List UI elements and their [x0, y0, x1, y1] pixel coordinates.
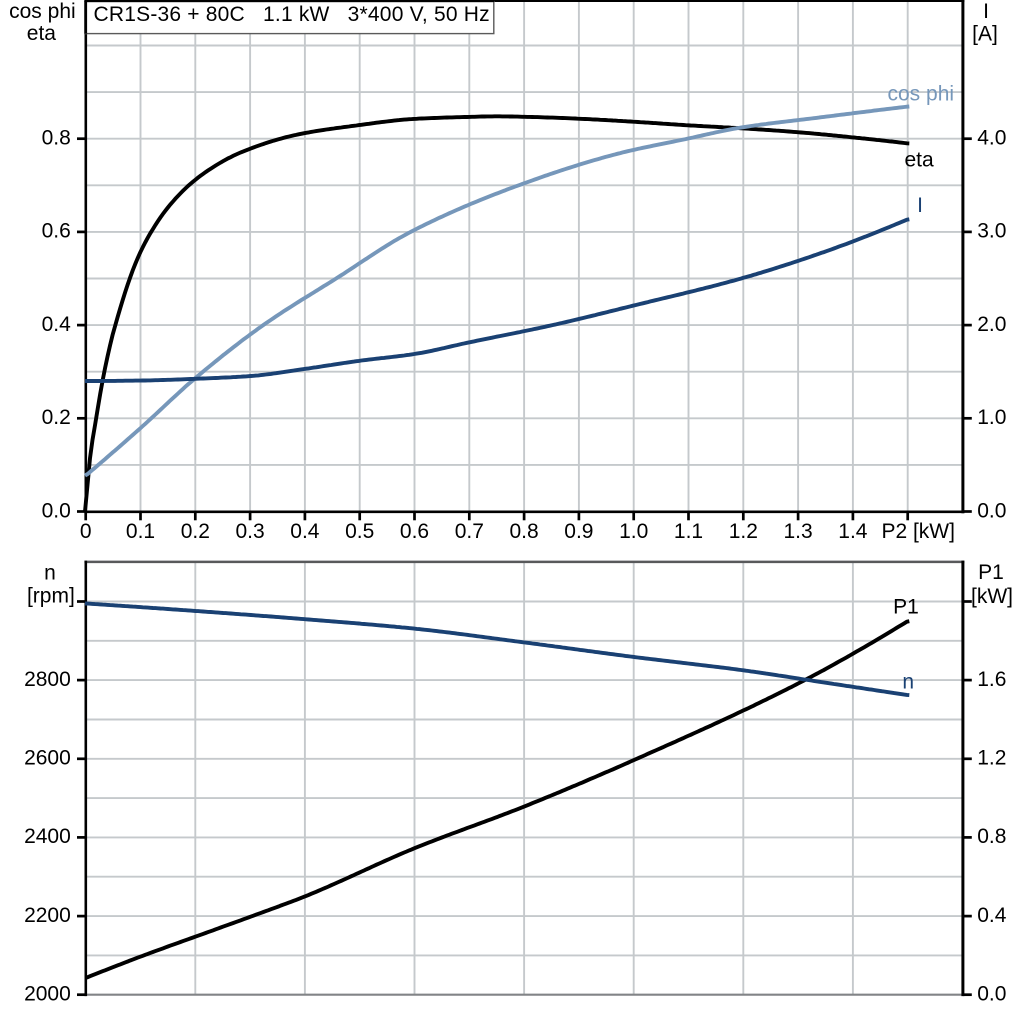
- svg-text:2400: 2400: [24, 825, 71, 848]
- svg-text:1.0: 1.0: [977, 406, 1006, 429]
- svg-text:1.4: 1.4: [838, 520, 868, 543]
- svg-text:1.6: 1.6: [977, 668, 1006, 691]
- svg-text:0.8: 0.8: [977, 825, 1006, 848]
- svg-text:0.0: 0.0: [977, 983, 1006, 1006]
- svg-text:[rpm]: [rpm]: [27, 585, 75, 608]
- svg-text:I: I: [983, 0, 989, 23]
- svg-text:0.6: 0.6: [400, 520, 429, 543]
- svg-text:0.0: 0.0: [977, 499, 1006, 522]
- svg-text:0.7: 0.7: [455, 520, 484, 543]
- svg-text:cos phi: cos phi: [9, 0, 76, 23]
- svg-text:1.2: 1.2: [977, 747, 1006, 770]
- svg-text:cos phi: cos phi: [888, 83, 955, 106]
- svg-text:0: 0: [80, 520, 92, 543]
- svg-text:P2 [kW]: P2 [kW]: [881, 520, 955, 543]
- svg-text:eta: eta: [27, 22, 57, 45]
- svg-text:[A]: [A]: [972, 23, 998, 46]
- svg-text:P1: P1: [978, 561, 1004, 584]
- svg-text:2800: 2800: [24, 668, 71, 691]
- svg-text:n: n: [902, 670, 914, 693]
- svg-text:1.2: 1.2: [729, 520, 758, 543]
- svg-text:0.5: 0.5: [345, 520, 374, 543]
- svg-text:0.2: 0.2: [42, 406, 71, 429]
- svg-text:I: I: [917, 194, 923, 217]
- svg-text:4.0: 4.0: [977, 127, 1006, 150]
- svg-text:0.2: 0.2: [181, 520, 210, 543]
- svg-text:2000: 2000: [24, 983, 71, 1006]
- svg-text:2.0: 2.0: [977, 313, 1006, 336]
- svg-text:0.3: 0.3: [235, 520, 264, 543]
- svg-text:0.9: 0.9: [564, 520, 593, 543]
- svg-text:3.0: 3.0: [977, 220, 1006, 243]
- svg-text:[kW]: [kW]: [971, 585, 1013, 608]
- svg-text:1.0: 1.0: [619, 520, 648, 543]
- svg-text:0.6: 0.6: [42, 220, 71, 243]
- svg-text:n: n: [44, 562, 56, 585]
- svg-text:0.8: 0.8: [509, 520, 538, 543]
- svg-text:2200: 2200: [24, 904, 71, 927]
- svg-text:1.3: 1.3: [783, 520, 812, 543]
- svg-text:0.4: 0.4: [290, 520, 320, 543]
- svg-text:0.8: 0.8: [42, 127, 71, 150]
- svg-text:eta: eta: [905, 149, 935, 172]
- svg-text:0.1: 0.1: [126, 520, 155, 543]
- svg-text:CR1S-36 + 80C 1.1 kW 3*400: CR1S-36 + 80C 1.1 kW 3*400 V, 50 Hz: [94, 3, 490, 26]
- svg-text:0.4: 0.4: [42, 313, 72, 336]
- svg-text:P1: P1: [893, 596, 919, 619]
- svg-text:0.0: 0.0: [42, 499, 71, 522]
- svg-text:1.1: 1.1: [674, 520, 703, 543]
- svg-text:2600: 2600: [24, 747, 71, 770]
- svg-text:0.4: 0.4: [977, 904, 1007, 927]
